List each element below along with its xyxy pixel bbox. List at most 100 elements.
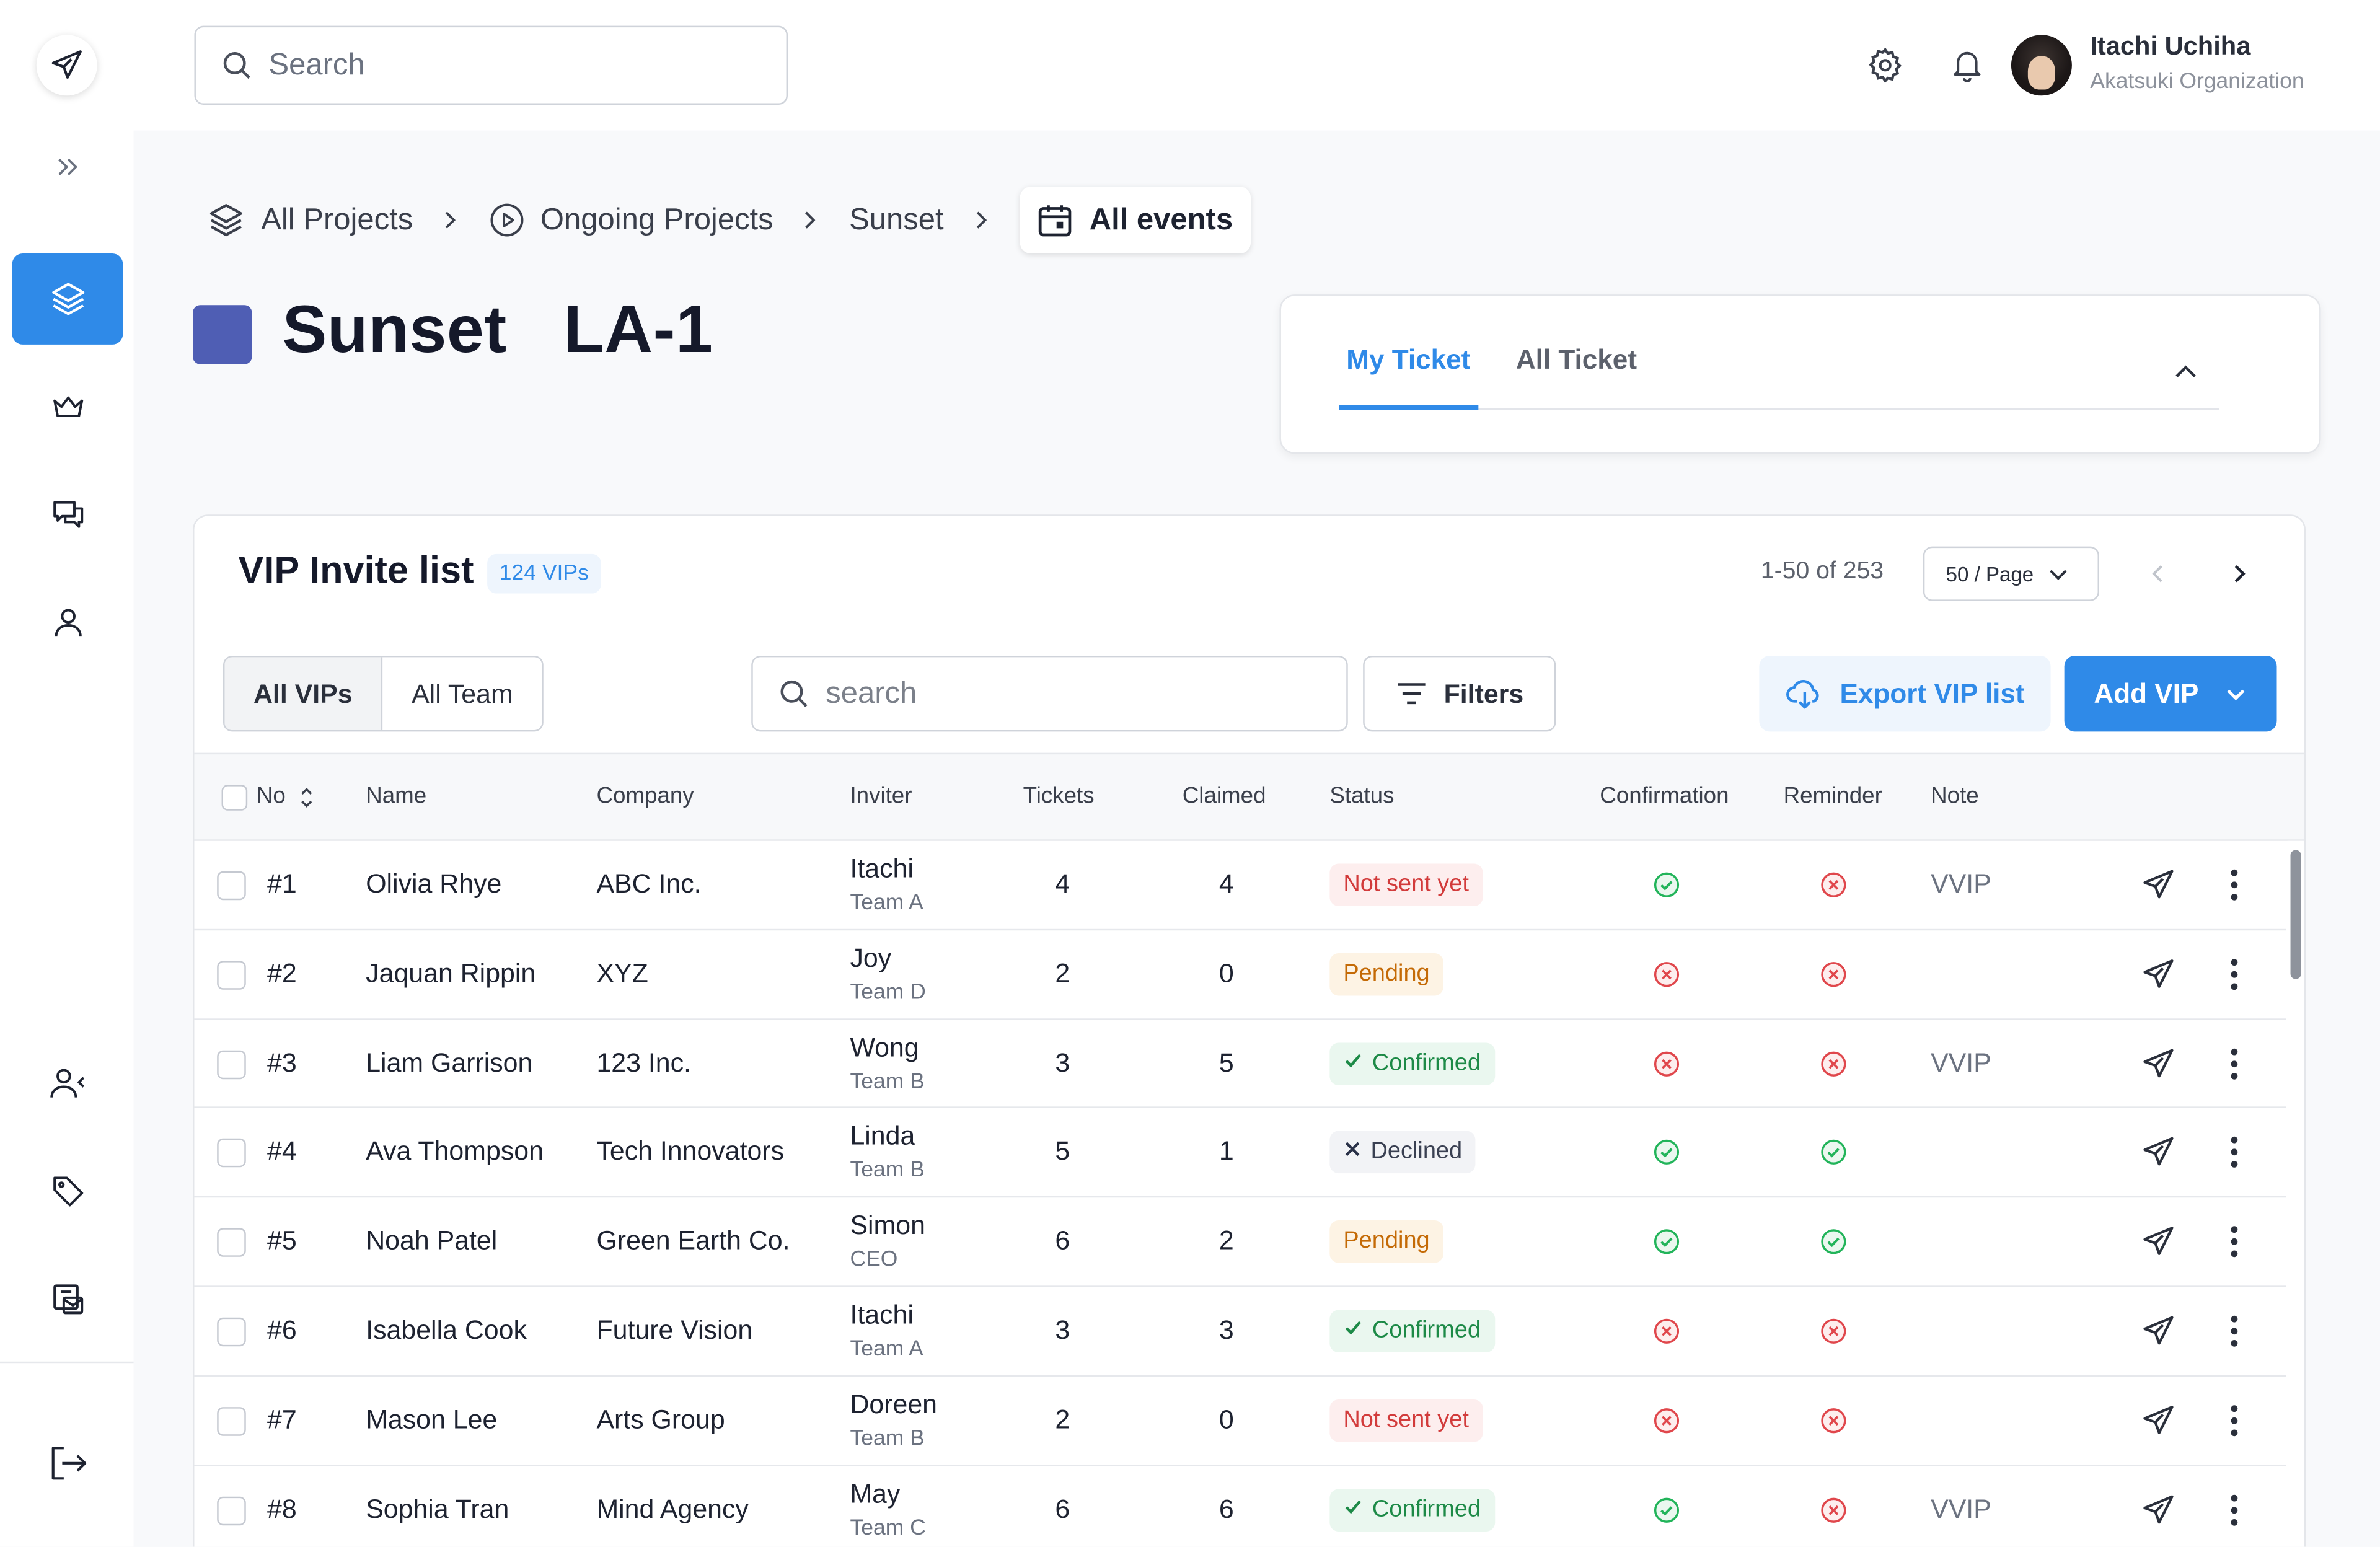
more-vertical-icon[interactable] <box>2219 1491 2249 1528</box>
table-row[interactable]: #1 Olivia Rhye ABC Inc. Itachi Team A 4 … <box>194 841 2286 930</box>
sort-icon[interactable] <box>299 787 314 809</box>
send-icon[interactable] <box>2140 1045 2177 1082</box>
next-page-button[interactable] <box>2224 558 2254 589</box>
vip-list-title: VIP Invite list <box>238 549 474 593</box>
breadcrumb-sunset[interactable]: Sunset <box>849 203 943 237</box>
x-circle-icon <box>1654 1318 1680 1344</box>
add-vip-button[interactable]: Add VIP <box>2064 655 2277 732</box>
table-row[interactable]: #8 Sophia Tran Mind Agency May Team C 6 … <box>194 1466 2286 1547</box>
row-checkbox[interactable] <box>217 1228 246 1258</box>
user-organization: Akatsuki Organization <box>2090 69 2304 94</box>
row-checkbox[interactable] <box>217 960 246 990</box>
paper-plane-logo-icon[interactable] <box>36 35 97 96</box>
scrollbar-thumb[interactable] <box>2290 850 2301 979</box>
cell-no: #1 <box>267 868 297 899</box>
table-header: No Name Company Inviter Tickets Claimed … <box>194 752 2304 841</box>
cell-no: #4 <box>267 1135 297 1166</box>
send-icon[interactable] <box>2140 1491 2177 1528</box>
reminder-indicator <box>1820 1496 1847 1523</box>
sidebar-item-team[interactable] <box>12 1038 123 1129</box>
vip-search-input[interactable]: search <box>751 655 1348 732</box>
row-checkbox[interactable] <box>217 1496 246 1525</box>
filters-button[interactable]: Filters <box>1363 655 1556 732</box>
cell-name: Mason Lee <box>366 1403 498 1434</box>
more-vertical-icon[interactable] <box>2219 956 2249 992</box>
cell-no: #3 <box>267 1046 297 1077</box>
cell-inviter: Joy <box>850 942 892 973</box>
sidebar-item-projects[interactable] <box>12 253 123 345</box>
cell-no: #6 <box>267 1314 297 1345</box>
segment-all-vips[interactable]: All VIPs <box>224 657 382 730</box>
chevron-up-icon[interactable] <box>2171 357 2201 387</box>
cell-inviter-team: Team B <box>850 1069 925 1094</box>
cell-claimed: 2 <box>1219 1225 1234 1256</box>
segment-all-team[interactable]: All Team <box>381 657 542 730</box>
check-circle-icon <box>1821 1229 1846 1254</box>
calendar-icon <box>1038 205 1071 237</box>
row-checkbox[interactable] <box>217 871 246 901</box>
table-row[interactable]: #7 Mason Lee Arts Group Doreen Team B 2 … <box>194 1377 2286 1466</box>
cell-inviter: Itachi <box>850 1299 914 1330</box>
check-icon <box>1343 1488 1363 1531</box>
send-icon[interactable] <box>2140 1313 2177 1349</box>
breadcrumb-all-projects[interactable]: All Projects <box>206 200 413 240</box>
prev-page-button[interactable] <box>2143 558 2174 589</box>
more-vertical-icon[interactable] <box>2219 1402 2249 1439</box>
bell-icon[interactable] <box>1946 44 1989 87</box>
sidebar-item-messages[interactable] <box>12 469 123 560</box>
breadcrumb-ongoing-projects[interactable]: Ongoing Projects <box>489 202 774 239</box>
breadcrumb-label: Sunset <box>849 202 944 236</box>
cell-claimed: 5 <box>1219 1046 1234 1077</box>
avatar[interactable] <box>2011 35 2072 96</box>
breadcrumb-label: All events <box>1089 202 1233 236</box>
double-chevron-right-icon[interactable] <box>51 152 82 182</box>
select-all-checkbox[interactable] <box>221 785 248 811</box>
confirmation-indicator <box>1653 1139 1680 1166</box>
send-icon[interactable] <box>2140 956 2177 992</box>
more-vertical-icon[interactable] <box>2219 1223 2249 1260</box>
sidebar-item-mail[interactable] <box>12 1254 123 1345</box>
table-row[interactable]: #5 Noah Patel Green Earth Co. Simon CEO … <box>194 1198 2286 1287</box>
col-no[interactable]: No <box>256 783 286 809</box>
cell-claimed: 6 <box>1219 1492 1234 1523</box>
cell-tickets: 4 <box>1055 868 1070 899</box>
sidebar-item-tags[interactable] <box>12 1146 123 1237</box>
row-checkbox[interactable] <box>217 1406 246 1436</box>
x-circle-icon <box>1654 1051 1680 1076</box>
more-vertical-icon[interactable] <box>2219 1045 2249 1082</box>
send-icon[interactable] <box>2140 1402 2177 1439</box>
crown-icon <box>52 396 82 417</box>
sidebar-item-logout[interactable] <box>12 1417 123 1509</box>
tab-my-ticket[interactable]: My Ticket <box>1339 338 1478 410</box>
reminder-indicator <box>1820 1318 1847 1345</box>
row-checkbox[interactable] <box>217 1139 246 1168</box>
col-note: Note <box>1931 783 1979 809</box>
gear-icon[interactable] <box>1864 44 1906 87</box>
tab-all-ticket[interactable]: All Ticket <box>1515 344 1637 375</box>
per-page-value: 50 / Page <box>1946 562 2034 586</box>
export-vip-list-button[interactable]: Export VIP list <box>1759 655 2051 732</box>
send-icon[interactable] <box>2140 866 2177 903</box>
cell-no: #5 <box>267 1225 297 1256</box>
more-vertical-icon[interactable] <box>2219 1313 2249 1349</box>
cell-claimed: 4 <box>1219 868 1234 899</box>
row-checkbox[interactable] <box>217 1317 246 1347</box>
status-badge: Confirmed <box>1329 1310 1495 1353</box>
send-icon[interactable] <box>2140 1223 2177 1260</box>
global-search-input[interactable]: Search <box>194 25 788 105</box>
sidebar-item-vip[interactable] <box>12 361 123 452</box>
cell-company: Green Earth Co. <box>596 1225 790 1256</box>
table-row[interactable]: #3 Liam Garrison 123 Inc. Wong Team B 3 … <box>194 1020 2286 1109</box>
breadcrumb-all-events[interactable]: All events <box>1020 187 1251 253</box>
more-vertical-icon[interactable] <box>2219 1134 2249 1171</box>
send-icon[interactable] <box>2140 1134 2177 1171</box>
table-row[interactable]: #4 Ava Thompson Tech Innovators Linda Te… <box>194 1109 2286 1198</box>
sidebar-item-profile[interactable] <box>12 577 123 668</box>
per-page-select[interactable]: 50 / Page <box>1923 546 2099 601</box>
table-row[interactable]: #2 Jaquan Rippin XYZ Joy Team D 2 0 Pend… <box>194 930 2286 1020</box>
more-vertical-icon[interactable] <box>2219 866 2249 903</box>
search-icon <box>223 51 250 79</box>
table-row[interactable]: #6 Isabella Cook Future Vision Itachi Te… <box>194 1287 2286 1377</box>
reminder-indicator <box>1820 961 1847 988</box>
row-checkbox[interactable] <box>217 1049 246 1079</box>
